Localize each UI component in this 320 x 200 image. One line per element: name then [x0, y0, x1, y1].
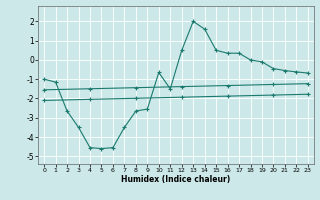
X-axis label: Humidex (Indice chaleur): Humidex (Indice chaleur)	[121, 175, 231, 184]
